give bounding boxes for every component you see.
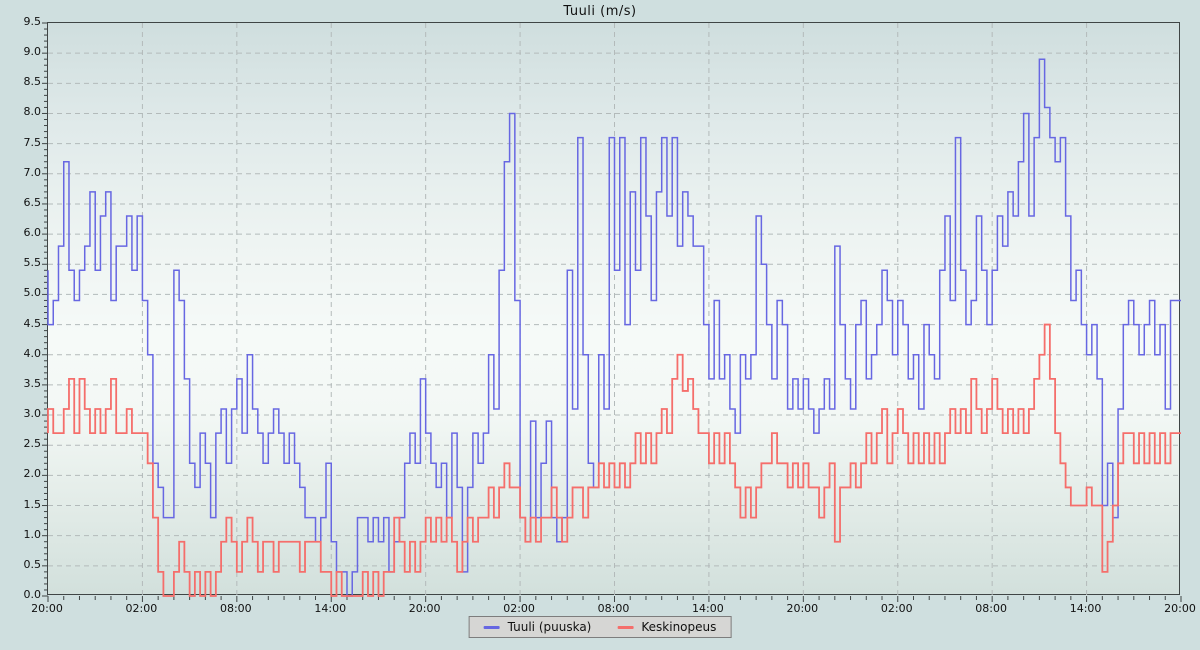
y-tick-label: 7.5 <box>23 135 42 149</box>
x-tick-label: 14:00 <box>314 602 347 615</box>
legend-label-gust: Tuuli (puuska) <box>507 620 592 634</box>
y-tick-label: 2.0 <box>23 467 42 481</box>
y-tick-label: 8.0 <box>23 105 42 119</box>
plot-area <box>42 22 1182 602</box>
x-tick-label: 20:00 <box>408 602 441 615</box>
y-tick-label: 6.0 <box>23 226 42 240</box>
x-tick-label: 14:00 <box>692 602 724 615</box>
x-tick-label: 20:00 <box>1164 602 1196 615</box>
y-tick-label: 3.0 <box>23 407 42 421</box>
y-tick-label: 0.0 <box>23 588 42 601</box>
y-tick-label: 0.5 <box>23 557 42 571</box>
x-tick-label: 02:00 <box>880 602 913 615</box>
y-tick-label: 3.5 <box>23 376 42 390</box>
chart-canvas <box>42 22 1182 602</box>
x-tick-label: 20:00 <box>786 602 819 615</box>
legend: Tuuli (puuska) Keskinopeus <box>468 616 732 638</box>
y-tick-label: 6.5 <box>23 195 42 209</box>
average-line-swatch-icon <box>617 625 634 629</box>
x-tick-label: 02:00 <box>125 602 158 615</box>
y-tick-label: 2.5 <box>23 437 42 451</box>
x-tick-label: 20:00 <box>31 602 63 615</box>
y-tick-label: 5.0 <box>23 286 42 300</box>
y-tick-label: 9.5 <box>23 15 42 28</box>
gust-line-swatch-icon <box>483 625 500 629</box>
legend-label-average: Keskinopeus <box>641 620 717 634</box>
legend-item-average: Keskinopeus <box>617 620 716 634</box>
y-tick-label: 1.0 <box>23 527 42 541</box>
y-tick-label: 1.5 <box>23 497 42 511</box>
y-tick-label: 9.0 <box>23 45 42 59</box>
y-tick-label: 8.5 <box>23 75 42 89</box>
y-tick-label: 5.5 <box>23 256 42 270</box>
x-tick-label: 08:00 <box>219 602 252 615</box>
y-tick-label: 4.5 <box>23 316 42 330</box>
x-tick-label: 08:00 <box>597 602 630 615</box>
y-tick-label: 4.0 <box>23 346 42 360</box>
chart-title: Tuuli (m/s) <box>563 4 637 19</box>
legend-item-gust: Tuuli (puuska) <box>483 620 592 634</box>
y-tick-label: 7.0 <box>23 165 42 179</box>
x-tick-label: 02:00 <box>503 602 535 615</box>
x-tick-label: 08:00 <box>975 602 1007 615</box>
x-tick-label: 14:00 <box>1069 602 1102 615</box>
